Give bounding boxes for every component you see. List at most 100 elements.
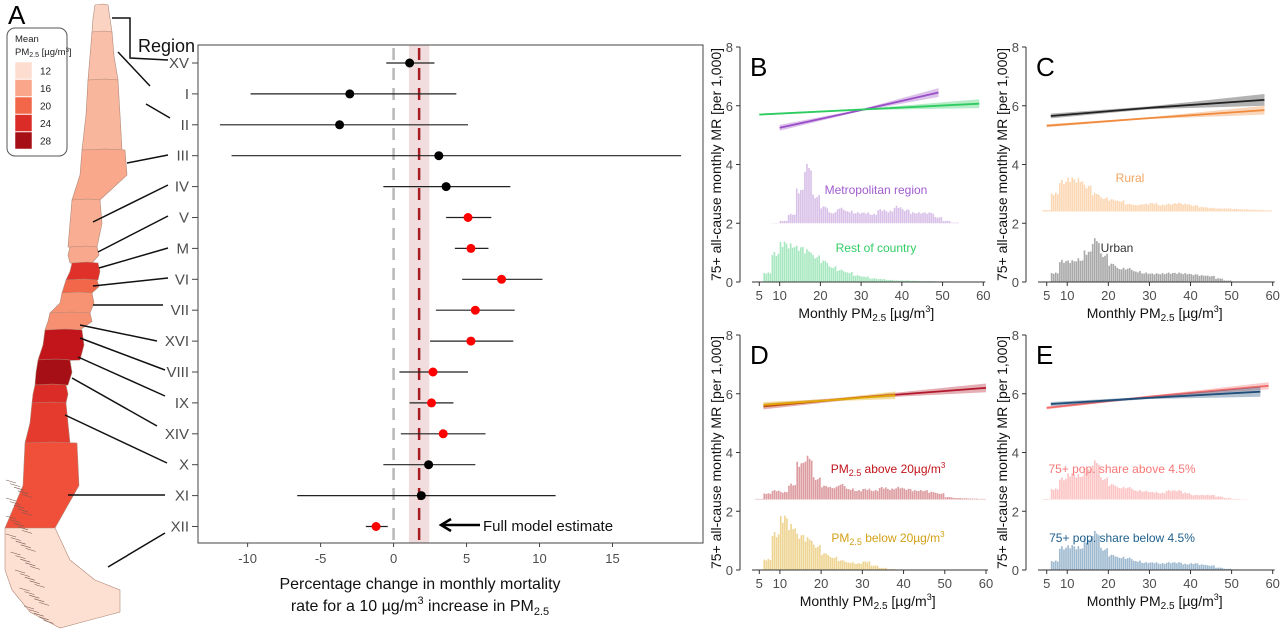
series-label-sub: 2.5 [849, 537, 862, 547]
histogram-bar [1194, 494, 1197, 500]
histogram-bar [806, 249, 808, 282]
histogram-bar [832, 213, 835, 224]
histogram-bar [847, 489, 850, 500]
histogram-bar [907, 280, 910, 282]
histogram-bar [1132, 204, 1135, 212]
histogram-bar [924, 212, 926, 224]
map-coastline-detail [24, 591, 35, 595]
histogram-bar [846, 211, 849, 224]
histogram-bar [1100, 253, 1102, 282]
histogram-bar [1102, 256, 1104, 282]
confidence-ribbon [1050, 386, 1261, 407]
histogram-bar [1192, 206, 1195, 212]
histogram-bar [928, 492, 930, 500]
map-coastline-detail [15, 555, 26, 559]
x-tick-label: 5 [756, 576, 763, 591]
histogram-bar [826, 208, 829, 224]
histogram-bar [899, 488, 902, 500]
histogram-bar [824, 206, 827, 224]
histogram-bar [924, 490, 926, 500]
histogram-bar [1163, 563, 1166, 570]
histogram-bar [1081, 548, 1084, 570]
forest-xlabel-line1: Percentage change in monthly mortality [279, 576, 560, 593]
x-tick-label: 10 [772, 288, 786, 303]
histogram-bar [791, 214, 794, 224]
histogram-bar [893, 280, 896, 282]
histogram-bar [887, 488, 889, 500]
histogram-bar [950, 497, 953, 500]
histogram-bar [1085, 254, 1088, 282]
x-tick-label: 30 [855, 576, 869, 591]
histogram-bar [1258, 209, 1260, 212]
histogram-bar [866, 490, 869, 500]
histogram-bar [1122, 200, 1125, 212]
histogram-bar [954, 222, 957, 224]
histogram-bar [844, 272, 847, 282]
map-coastline-detail [10, 551, 21, 556]
map-coastline-detail [30, 566, 41, 570]
map-region-iv [67, 198, 103, 249]
x-tick-label: 10 [1060, 576, 1074, 591]
leader-line-xii [107, 532, 166, 568]
histogram-bar [1071, 545, 1074, 570]
histogram-bar [842, 209, 845, 224]
histogram-bar [907, 209, 910, 224]
legend-swatch [14, 61, 33, 80]
histogram-bar [1167, 490, 1170, 500]
histogram-bar [1202, 495, 1205, 500]
chile-region-map: A Region [4, 0, 195, 629]
point-estimate [438, 429, 448, 439]
histogram-bar [838, 270, 841, 282]
histogram-bar [1116, 556, 1119, 570]
histogram-bar [1192, 275, 1195, 282]
histogram-bar [912, 212, 914, 224]
histogram-bar [1172, 562, 1174, 570]
histogram-bar [1229, 208, 1232, 212]
histogram-bar [840, 207, 843, 224]
histogram-bar [1104, 198, 1106, 212]
x-title-part: [µg/m [888, 593, 927, 609]
series-label-sup: 3 [941, 461, 946, 470]
histogram-bar [1229, 280, 1232, 282]
map-coastline-detail [9, 483, 21, 487]
histogram-bar [1050, 489, 1053, 500]
histogram-bar [826, 262, 829, 282]
histogram-bar [783, 220, 786, 224]
x-tick-label: 40 [1183, 576, 1197, 591]
xlabel-part: rate for a 10 µg/m [291, 598, 418, 615]
histogram-bar [1149, 203, 1152, 212]
histogram-bar [1085, 542, 1088, 570]
histogram-bar [1071, 177, 1074, 212]
histogram-bar [1155, 273, 1158, 282]
histogram-bar [765, 560, 768, 570]
histogram-bar [800, 247, 802, 282]
xlabel-sub: 2.5 [534, 606, 549, 618]
histogram-bar [1122, 486, 1125, 500]
y-tick-label: 8 [1012, 40, 1019, 55]
histogram-bar [854, 563, 856, 570]
histogram-bar [810, 170, 812, 224]
histogram-bar [860, 563, 862, 570]
point-estimate [466, 336, 476, 346]
legend-swatch [14, 79, 33, 97]
histogram-bar [1217, 496, 1219, 500]
histogram-bar [889, 279, 892, 282]
histogram-bar [1052, 561, 1055, 570]
histogram-bar [1223, 280, 1226, 282]
histogram-bar [879, 209, 882, 224]
x-tick-label: 20 [814, 576, 828, 591]
histogram-bar [1182, 204, 1184, 212]
histogram-bar [789, 243, 792, 282]
histogram-bar [823, 553, 825, 570]
histogram-bar [959, 497, 961, 500]
histogram-bar [820, 208, 823, 224]
leader-line-ii [145, 103, 171, 119]
histogram-bar [899, 207, 902, 224]
histogram-bar [1141, 562, 1143, 570]
histogram-bar [969, 498, 972, 500]
map-coastline-detail [20, 558, 31, 563]
region-label: V [179, 210, 189, 227]
forest-xlabel-line2: rate for a 10 µg/m3 increase in PM2.5 [291, 595, 549, 618]
histogram-bar [1196, 494, 1199, 500]
